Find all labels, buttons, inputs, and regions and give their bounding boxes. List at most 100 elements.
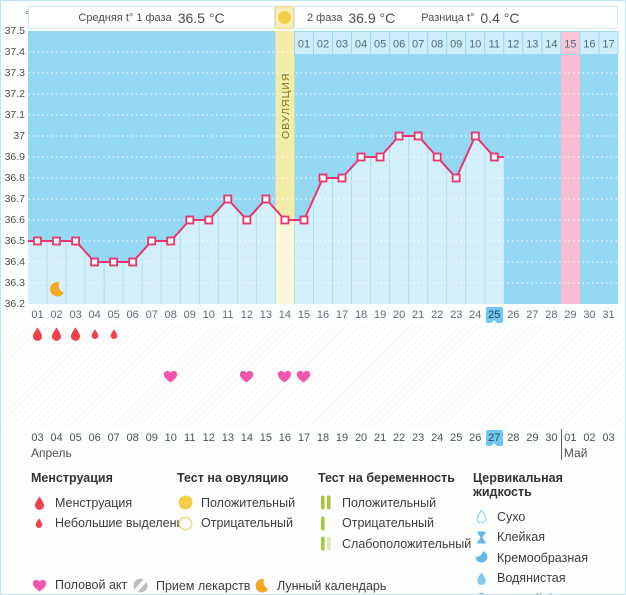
temperature-point[interactable]: [166, 236, 176, 246]
temperature-point[interactable]: [432, 152, 442, 162]
menstruation-cell[interactable]: [447, 324, 466, 344]
menstruation-cell[interactable]: [180, 324, 199, 344]
date-cell[interactable]: 25: [450, 431, 463, 444]
date-cell[interactable]: 29: [526, 431, 539, 444]
temperature-point[interactable]: [489, 152, 499, 162]
cycle-day-cell[interactable]: 31: [602, 308, 615, 321]
cycle-day-cell[interactable]: 18: [354, 308, 368, 321]
temperature-point[interactable]: [147, 236, 157, 246]
menstruation-cell[interactable]: [28, 324, 47, 344]
cycle-day-cell[interactable]: 09: [183, 308, 196, 321]
date-cell[interactable]: 19: [335, 431, 349, 444]
date-cell[interactable]: 09: [145, 431, 158, 444]
menstruation-cell[interactable]: [523, 324, 542, 344]
date-cell[interactable]: 15: [259, 431, 273, 444]
intercourse-cell[interactable]: [485, 366, 504, 386]
menstruation-cell[interactable]: [142, 324, 161, 344]
date-cell[interactable]: 11: [184, 431, 196, 444]
date-cell[interactable]: 30: [545, 431, 558, 444]
cycle-day-cell[interactable]: 01: [31, 308, 44, 321]
temperature-point[interactable]: [185, 215, 195, 225]
cycle-day-cell[interactable]: 13: [259, 308, 273, 321]
menstruation-cell[interactable]: [580, 324, 599, 344]
menstruation-cell[interactable]: [313, 324, 332, 344]
intercourse-cell[interactable]: [28, 366, 47, 386]
cycle-day-cell[interactable]: 10: [202, 308, 215, 321]
date-cell[interactable]: 22: [393, 431, 406, 444]
intercourse-cell[interactable]: [256, 366, 275, 386]
temperature-point[interactable]: [128, 257, 138, 267]
cycle-day-cell[interactable]: 24: [469, 308, 482, 321]
selected-date[interactable]: 27: [485, 429, 503, 446]
menstruation-cell[interactable]: [237, 324, 256, 344]
menstruation-cell[interactable]: [275, 324, 294, 344]
temperature-point[interactable]: [261, 194, 271, 204]
cycle-day-cell[interactable]: 19: [373, 308, 387, 321]
date-cell[interactable]: 13: [221, 431, 234, 444]
date-cell[interactable]: 24: [431, 431, 444, 444]
menstruation-cell[interactable]: [85, 324, 104, 344]
temperature-point[interactable]: [394, 131, 404, 141]
intercourse-cell[interactable]: [161, 366, 180, 386]
date-cell[interactable]: 12: [202, 431, 215, 444]
temperature-point[interactable]: [413, 131, 423, 141]
temperature-point[interactable]: [204, 215, 214, 225]
menstruation-cell[interactable]: [218, 324, 237, 344]
cycle-day-cell[interactable]: 29: [564, 308, 577, 321]
intercourse-cell[interactable]: [180, 366, 199, 386]
date-cell[interactable]: 03: [31, 431, 44, 444]
cycle-day-cell[interactable]: 22: [431, 308, 444, 321]
menstruation-cell[interactable]: [199, 324, 218, 344]
cycle-day-cell[interactable]: 20: [393, 308, 406, 321]
date-cell[interactable]: 04: [50, 431, 63, 444]
intercourse-cell[interactable]: [447, 366, 466, 386]
intercourse-cell[interactable]: [542, 366, 561, 386]
date-cell[interactable]: 08: [126, 431, 139, 444]
temperature-point[interactable]: [109, 257, 118, 267]
date-cell[interactable]: 16: [278, 431, 292, 444]
cycle-day-cell[interactable]: 08: [164, 308, 177, 321]
date-cell[interactable]: 28: [507, 431, 520, 444]
cycle-day-cell[interactable]: 14: [278, 308, 292, 321]
menstruation-cell[interactable]: [294, 324, 313, 344]
intercourse-cell[interactable]: [333, 366, 352, 386]
intercourse-cell[interactable]: [85, 366, 104, 386]
intercourse-cell[interactable]: [466, 366, 485, 386]
cycle-day-cell[interactable]: 16: [316, 308, 330, 321]
temperature-chart[interactable]: 01 02 03 04 05 06 07 08 09 10 11 12 13 14 15 16 17 ОВУЛЯЦ…: [1, 31, 625, 309]
selected-cycle-day[interactable]: 25: [485, 306, 503, 323]
intercourse-cell[interactable]: [294, 366, 313, 386]
menstruation-cell[interactable]: [599, 324, 618, 344]
cycle-day-cell[interactable]: 25: [485, 306, 504, 323]
intercourse-cell[interactable]: [504, 366, 523, 386]
temperature-point[interactable]: [71, 236, 80, 246]
intercourse-cell[interactable]: [142, 366, 161, 386]
intercourse-cell[interactable]: [390, 366, 409, 386]
intercourse-cell[interactable]: [218, 366, 237, 386]
intercourse-cell[interactable]: [104, 366, 123, 386]
temperature-point[interactable]: [356, 152, 366, 162]
date-cell[interactable]: 01: [564, 431, 577, 444]
intercourse-cell[interactable]: [275, 366, 294, 386]
intercourse-cell[interactable]: [561, 366, 580, 386]
cycle-day-cell[interactable]: 12: [240, 308, 253, 321]
temperature-point[interactable]: [470, 131, 480, 141]
menstruation-cell[interactable]: [485, 324, 504, 344]
temperature-point[interactable]: [280, 215, 290, 225]
date-cell[interactable]: 17: [297, 431, 311, 444]
menstruation-cell[interactable]: [161, 324, 180, 344]
date-cell[interactable]: 06: [88, 431, 101, 444]
cycle-day-cell[interactable]: 02: [50, 308, 63, 321]
intercourse-cell[interactable]: [237, 366, 256, 386]
intercourse-cell[interactable]: [313, 366, 332, 386]
menstruation-cell[interactable]: [466, 324, 485, 344]
menstruation-cell[interactable]: [409, 324, 428, 344]
cycle-day-cell[interactable]: 26: [507, 308, 520, 321]
menstruation-cell[interactable]: [333, 324, 352, 344]
date-cell[interactable]: 26: [469, 431, 482, 444]
intercourse-cell[interactable]: [409, 366, 428, 386]
intercourse-cell[interactable]: [199, 366, 218, 386]
intercourse-cell[interactable]: [428, 366, 447, 386]
cycle-day-cell[interactable]: 11: [222, 308, 234, 321]
menstruation-cell[interactable]: [47, 324, 66, 344]
